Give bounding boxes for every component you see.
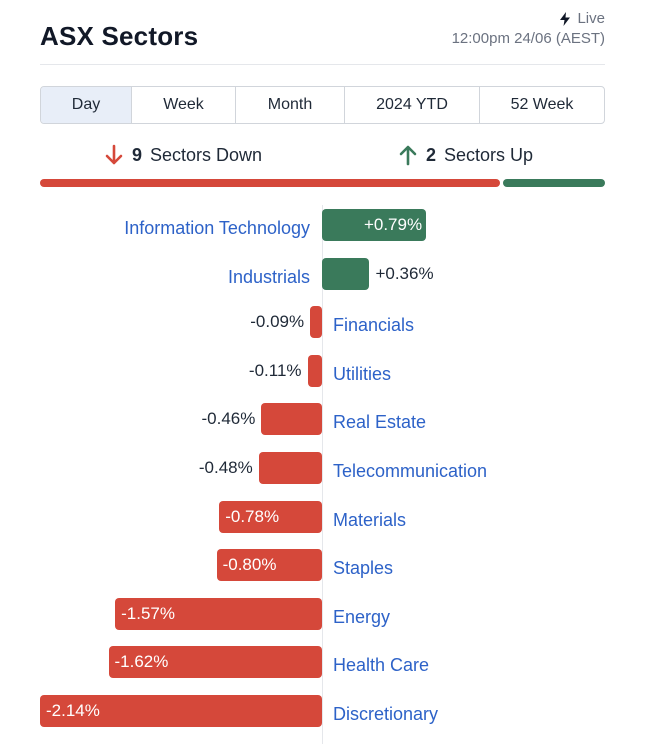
- value-label-materials: -0.78%: [225, 507, 280, 526]
- sectors-down-summary: 9 Sectors Down: [104, 144, 262, 166]
- sectors-up-count: 2: [426, 144, 437, 165]
- timestamp: 12:00pm 24/06 (AEST): [451, 30, 605, 47]
- lightning-bolt-icon: [560, 11, 571, 26]
- arrow-down-icon: [105, 144, 123, 165]
- sector-link-energy[interactable]: Energy: [333, 607, 391, 627]
- zero-axis: [322, 205, 323, 744]
- sectors-up-label: Sectors Up: [444, 144, 534, 165]
- sector-link-discretionary[interactable]: Discretionary: [333, 704, 439, 724]
- value-label-staples: -0.80%: [222, 555, 277, 574]
- breadth-bar-down: [40, 179, 500, 187]
- bar-health-care: [108, 646, 322, 678]
- value-label-telecommunication: -0.48%: [198, 458, 253, 477]
- sector-link-materials[interactable]: Materials: [333, 510, 407, 530]
- tab-2024-ytd[interactable]: 2024 YTD: [345, 87, 480, 123]
- value-label-information-technology: +0.79%: [363, 215, 423, 234]
- sector-link-telecommunication[interactable]: Telecommunication: [333, 461, 488, 481]
- value-label-energy: -1.57%: [121, 604, 175, 623]
- live-label: Live: [577, 10, 605, 27]
- period-tabs: Day Week Month 2024 YTD 52 Week: [40, 86, 605, 124]
- tab-52-week[interactable]: 52 Week: [510, 96, 574, 113]
- bar-industrials: [322, 258, 370, 290]
- sectors-down-count: 9: [132, 144, 143, 165]
- bar-information-technology: [322, 209, 427, 241]
- page-title: ASX Sectors: [40, 21, 199, 51]
- bar-telecommunication: [258, 452, 322, 484]
- live-indicator: Live: [559, 10, 605, 27]
- value-label-health-care: -1.62%: [114, 652, 169, 671]
- sector-link-staples[interactable]: Staples: [333, 558, 394, 578]
- arrow-up-icon: [399, 145, 417, 166]
- bar-utilities: [307, 355, 322, 387]
- sector-link-real-estate[interactable]: Real Estate: [333, 412, 427, 432]
- breadth-bar-up: [503, 179, 605, 187]
- tab-week[interactable]: Week: [132, 87, 236, 123]
- sector-link-information-technology[interactable]: Information Technology: [124, 218, 310, 238]
- tab-month[interactable]: Month: [236, 87, 345, 123]
- sector-link-industrials[interactable]: Industrials: [227, 267, 310, 287]
- bar-financials: [310, 306, 322, 338]
- bar-materials: [219, 501, 322, 533]
- value-label-financials: -0.09%: [250, 312, 305, 331]
- tab-day[interactable]: Day: [41, 87, 132, 123]
- bar-discretionary: [40, 695, 322, 727]
- bar-energy: [115, 598, 322, 630]
- sector-link-health-care[interactable]: Health Care: [333, 655, 430, 675]
- sector-link-financials[interactable]: Financials: [333, 315, 415, 335]
- value-label-discretionary: -2.14%: [46, 701, 100, 720]
- sectors-up-summary: 2 Sectors Up: [398, 144, 533, 166]
- value-label-utilities: -0.11%: [248, 361, 302, 380]
- sectors-down-label: Sectors Down: [150, 144, 263, 165]
- value-label-industrials: +0.36%: [375, 264, 434, 283]
- value-label-real-estate: -0.46%: [201, 409, 256, 428]
- sector-link-utilities[interactable]: Utilities: [333, 364, 392, 384]
- bar-staples: [216, 549, 322, 581]
- bar-real-estate: [261, 403, 322, 435]
- header-divider: [40, 64, 605, 65]
